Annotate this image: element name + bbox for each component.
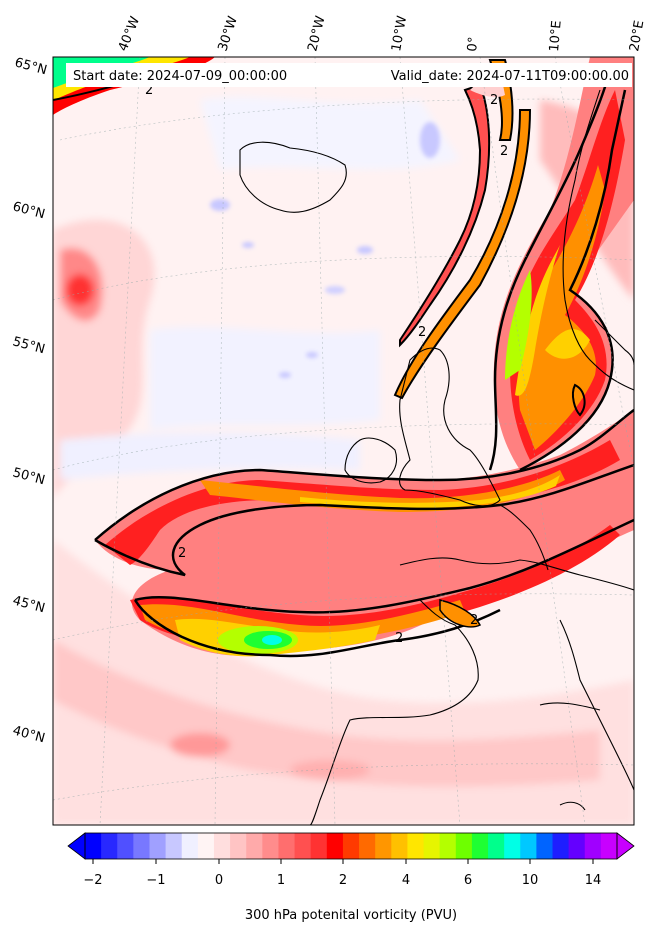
colorbar-cell: [85, 833, 102, 859]
colorbar-cell: [326, 833, 344, 859]
colorbar-tick-label: 14: [585, 873, 602, 888]
colorbar-frame: [84, 832, 618, 860]
colorbar-tick-label: 0: [215, 873, 223, 888]
lat-label-65n: 65°N: [13, 55, 49, 78]
background-pv-field: [53, 97, 634, 825]
colorbar-cell: [342, 833, 360, 859]
lon-label-10e: 10°E: [547, 20, 565, 52]
colorbar-tick-label: −2: [83, 873, 102, 888]
lat-label-50n: 50°N: [11, 465, 47, 488]
colorbar-tick-label: 1: [277, 873, 285, 888]
colorbar-cell: [310, 833, 328, 859]
lon-label-10w: 10°W: [389, 15, 410, 53]
longitude-labels: 40°W 30°W 20°W 10°W 0° 10°E 20°E: [116, 14, 648, 53]
colorbar-tick-label: 10: [522, 873, 539, 888]
start-date-text: Start date: 2024-07-09_00:00:00: [73, 69, 287, 84]
lon-label-0: 0°: [465, 36, 481, 52]
colorbar-cell: [213, 833, 231, 859]
lon-label-20e: 20°E: [627, 19, 647, 52]
colorbar-extend-high: [616, 832, 635, 860]
lat-label-45n: 45°N: [11, 593, 47, 616]
colorbar-cell: [101, 833, 118, 859]
contour-label: 2: [418, 325, 426, 340]
contour-label: 2: [470, 613, 478, 628]
header-box: [66, 63, 632, 87]
colorbar-cell: [246, 833, 263, 859]
northern-pv-streamer: [488, 57, 634, 472]
colorbar-cell: [568, 833, 586, 859]
colorbar-cell: [488, 833, 505, 859]
colorbar-tick-label: 2: [339, 873, 347, 888]
low-pv-spots: [210, 122, 440, 378]
colorbar-cell: [584, 833, 602, 859]
lon-label-40w: 40°W: [116, 14, 143, 53]
colorbar-cell: [149, 833, 167, 859]
colorbar-cell: [600, 833, 618, 859]
colorbar-extend-low: [67, 832, 86, 860]
lon-label-30w: 30°W: [216, 14, 241, 53]
colorbar-cell: [262, 833, 279, 859]
contour-label: 2: [490, 93, 498, 108]
latitude-labels: 65°N 60°N 55°N 50°N 45°N 40°N: [11, 55, 49, 746]
colorbar-cell: [278, 833, 296, 859]
colorbar-cell: [359, 833, 376, 859]
colorbar-cell: [536, 833, 554, 859]
colorbar-tick-label: 4: [402, 873, 410, 888]
colorbar-cell: [230, 833, 247, 859]
map-border: [52, 56, 635, 826]
colorbar-cell: [391, 833, 408, 859]
colorbar-cells: [85, 833, 618, 859]
lat-label-60n: 60°N: [11, 199, 47, 222]
colorbar-cell: [197, 833, 215, 859]
valid-date-text: Valid_date: 2024-07-11T09:00:00.00: [391, 69, 629, 84]
southern-pv-streamer: [94, 408, 634, 658]
colorbar-cell: [423, 833, 441, 859]
contour-label: 2: [395, 631, 403, 646]
contour-label: 2: [178, 546, 186, 561]
colorbar-cell: [294, 833, 312, 859]
colorbar-cell: [117, 833, 134, 859]
colorbar-cell: [407, 833, 425, 859]
coastlines: [239, 89, 634, 825]
colorbar-cell: [439, 833, 457, 859]
colorbar-cell: [133, 833, 150, 859]
lat-label-40n: 40°N: [11, 723, 47, 746]
colorbar-cell: [165, 833, 183, 859]
colorbar: −2 −1 0 1 2 4 6 10 14 300 hPa potenital vorticit…: [67, 832, 635, 923]
contour-labels: 2 2 2 2 2 2 2: [145, 83, 508, 646]
map-area: 2 2 2 2 2 2 2 Start date: 2024-07-09_00:…: [53, 57, 634, 825]
lat-label-55n: 55°N: [11, 334, 47, 357]
colorbar-tick-label: −1: [146, 873, 165, 888]
colorbar-cell: [504, 833, 521, 859]
colorbar-cell: [181, 833, 199, 859]
graticule: [53, 57, 634, 825]
colorbar-cell: [520, 833, 537, 859]
colorbar-cell: [455, 833, 473, 859]
colorbar-cell: [552, 833, 570, 859]
lon-label-20w: 20°W: [305, 14, 328, 53]
colorbar-tick-label: 6: [464, 873, 472, 888]
colorbar-cell: [375, 833, 392, 859]
colorbar-ticks: −2 −1 0 1 2 4 6 10 14: [83, 859, 601, 888]
contour-label: 2: [500, 144, 508, 159]
colorbar-label: 300 hPa potenital vorticity (PVU): [245, 908, 457, 923]
contour-label: 2: [145, 83, 153, 98]
colorbar-cell: [471, 833, 489, 859]
